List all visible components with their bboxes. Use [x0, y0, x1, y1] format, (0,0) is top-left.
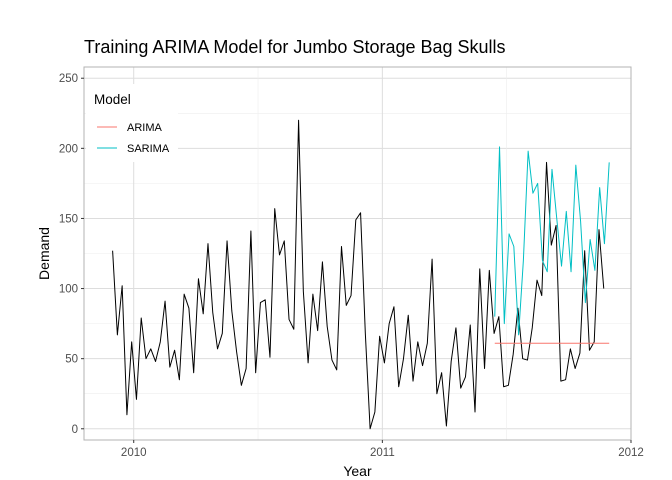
- plot-panel-border: [83, 66, 632, 441]
- series-layer: [112, 119, 610, 430]
- y-tick-label: 250: [59, 73, 78, 85]
- legend-background: [86, 84, 178, 162]
- legend-label-arima: ARIMA: [127, 122, 163, 134]
- y-tick-label: 0: [72, 424, 78, 436]
- legend-title: Model: [94, 92, 131, 107]
- axis-ticks: 0 50 100 150 200 250 2010 2011 2012: [59, 73, 644, 459]
- y-tick-label: 100: [59, 284, 78, 296]
- chart-title: Training ARIMA Model for Jumbo Storage B…: [84, 37, 506, 57]
- x-tick-label: 2011: [370, 447, 395, 459]
- legend: Model ARIMA SARIMA: [86, 84, 178, 162]
- x-tick-label: 2012: [618, 447, 644, 459]
- x-tick-label: 2010: [121, 447, 147, 459]
- y-tick-label: 50: [65, 354, 78, 366]
- legend-label-sarima: SARIMA: [127, 143, 170, 155]
- y-tick-label: 200: [59, 143, 78, 155]
- y-tick-label: 150: [59, 213, 78, 225]
- series-sarima: [494, 146, 610, 336]
- x-axis-title: Year: [343, 463, 372, 479]
- series-actual: [112, 119, 605, 430]
- y-axis-title: Demand: [36, 227, 52, 280]
